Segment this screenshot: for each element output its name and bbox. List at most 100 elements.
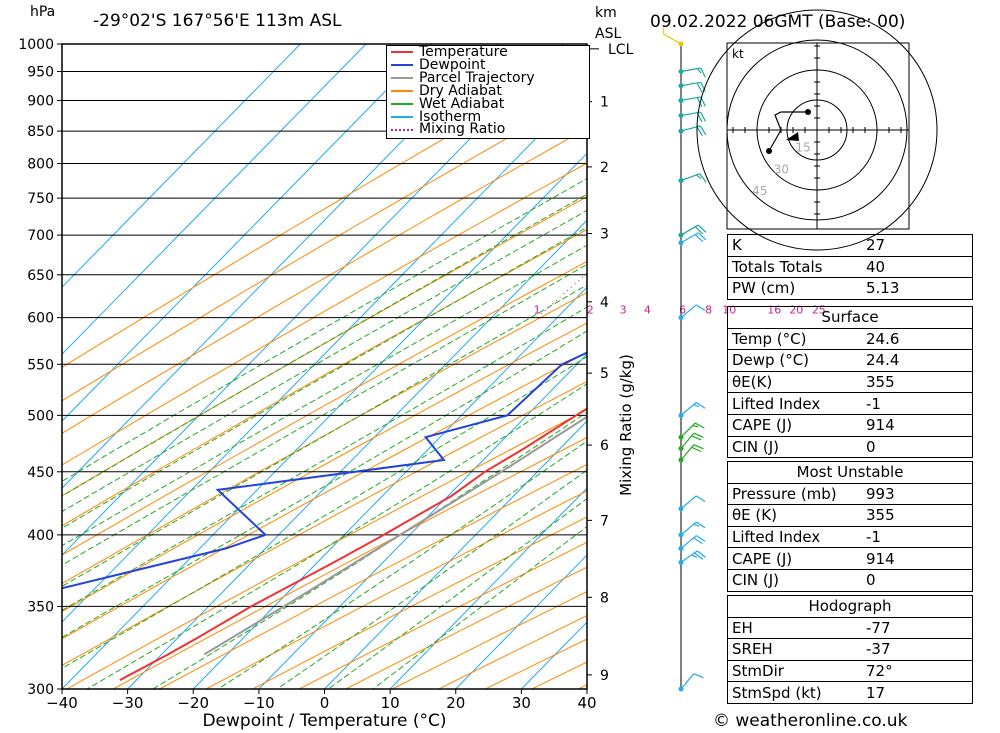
pressure-tick-label: 300 bbox=[27, 682, 54, 698]
wind-barb bbox=[662, 28, 684, 47]
index-row: Lifted Index -1 bbox=[727, 525, 973, 549]
temperature-tick-label: −40 bbox=[46, 694, 78, 712]
wind-barb-flag bbox=[700, 67, 706, 78]
legend-label: Wet Adiabat bbox=[419, 95, 505, 112]
legend-swatch bbox=[391, 64, 413, 67]
wet-adiabat-line bbox=[62, 356, 587, 669]
height-tick-label: 8 bbox=[600, 590, 609, 606]
index-table-hodograph: Hodograph EH -77 SREH -37 StmDir 72° StmSpd (k… bbox=[727, 595, 973, 704]
index-row: SREH -37 bbox=[727, 638, 973, 661]
wind-barb-flag bbox=[691, 435, 702, 441]
pressure-tick-label: 400 bbox=[27, 528, 54, 544]
wind-barb-flag bbox=[691, 554, 698, 558]
index-label: Pressure (mb) bbox=[727, 482, 862, 506]
hodograph-ring-label: 45 bbox=[752, 184, 767, 198]
pressure-tick-label: 850 bbox=[27, 124, 54, 140]
index-value: 355 bbox=[862, 370, 973, 394]
surface-title: Surface bbox=[727, 306, 973, 329]
height-tick-label: 5 bbox=[600, 366, 609, 382]
mixing-ratio-label: 3 bbox=[620, 304, 627, 317]
hodograph-ring-label: 15 bbox=[795, 141, 810, 155]
legend-item: Temperature bbox=[387, 45, 589, 59]
dry-adiabat-line bbox=[205, 490, 587, 689]
index-table-top: K 27 Totals Totals 40 PW (cm) 5.13 bbox=[727, 234, 973, 300]
wind-barb bbox=[678, 401, 706, 418]
legend-swatch bbox=[391, 115, 413, 118]
wind-barb-flag bbox=[693, 404, 700, 408]
index-row: CAPE (J) 914 bbox=[727, 547, 973, 570]
legend-swatch bbox=[391, 90, 413, 93]
index-value: 72° bbox=[862, 659, 973, 683]
pressure-tick-label: 550 bbox=[27, 357, 54, 373]
index-label: PW (cm) bbox=[727, 277, 862, 300]
wet-adiabat-line bbox=[62, 284, 587, 587]
legend-swatch bbox=[391, 128, 413, 131]
isotherm-line bbox=[62, 152, 587, 689]
wind-barb-shaft bbox=[680, 495, 697, 510]
wind-barb-flag bbox=[695, 535, 706, 542]
hodograph-unit-label: kt bbox=[732, 47, 744, 61]
temperature-profile bbox=[119, 407, 587, 681]
index-value: 24.4 bbox=[862, 349, 973, 372]
index-value: 40 bbox=[862, 255, 973, 279]
temperature-tick-label: −20 bbox=[177, 694, 209, 712]
wind-barb-flag bbox=[697, 232, 707, 241]
legend-item: Dry Adiabat bbox=[387, 84, 589, 98]
wind-barb bbox=[678, 495, 706, 512]
storm-motion-arrow bbox=[786, 132, 799, 141]
wind-barb-flag bbox=[696, 174, 702, 180]
index-table-surface: Surface Temp (°C) 24.6 Dewp (°C) 24.4 θE(K) 3… bbox=[727, 306, 973, 459]
pressure-tick-label: 950 bbox=[27, 64, 54, 80]
pressure-tick-label: 900 bbox=[27, 93, 54, 109]
wet-adiabat-line bbox=[62, 244, 587, 547]
index-label: SREH bbox=[727, 638, 862, 661]
wind-barb-flag bbox=[691, 446, 702, 453]
mixing-ratio-label: 2 bbox=[587, 304, 594, 317]
isotherm-line bbox=[62, 44, 498, 489]
legend-label: Isotherm bbox=[419, 108, 482, 125]
index-label: CIN (J) bbox=[727, 435, 862, 459]
index-row: CIN (J) 0 bbox=[727, 568, 973, 592]
index-row: K 27 bbox=[727, 234, 973, 257]
index-row: Pressure (mb) 993 bbox=[727, 482, 973, 506]
pressure-tick-label: 800 bbox=[27, 157, 54, 173]
wind-barb-flag bbox=[695, 304, 706, 312]
dry-adiabat-line bbox=[112, 436, 587, 689]
wet-adiabat-line bbox=[86, 383, 587, 689]
legend-swatch bbox=[391, 103, 413, 106]
index-label: EH bbox=[727, 616, 862, 640]
wind-barb bbox=[678, 232, 707, 246]
wind-barb-flag bbox=[693, 523, 700, 527]
wind-barb-flag bbox=[700, 82, 706, 92]
temperature-tick-label: −30 bbox=[112, 694, 144, 712]
legend-item: Dewpoint bbox=[387, 58, 589, 72]
legend-item: Wet Adiabat bbox=[387, 95, 589, 112]
lcl-label: LCL bbox=[608, 42, 634, 58]
temperature-tick-label: 30 bbox=[512, 694, 531, 712]
wind-barb bbox=[678, 81, 706, 93]
wind-barb-flag bbox=[699, 125, 707, 136]
index-row: θE(K) 355 bbox=[727, 370, 973, 394]
isotherm-line bbox=[389, 487, 587, 689]
index-value: 914 bbox=[862, 413, 973, 437]
hodograph-point bbox=[766, 148, 772, 154]
index-label: θE (K) bbox=[727, 504, 862, 527]
dry-adiabat-line bbox=[159, 463, 587, 689]
wind-barb-flag bbox=[697, 550, 706, 558]
dry-adiabat-line bbox=[62, 351, 587, 640]
location-title: -29°02'S 167°56'E 113m ASL bbox=[93, 11, 342, 31]
wind-barb-flag bbox=[694, 552, 704, 560]
index-label: CAPE (J) bbox=[727, 413, 862, 437]
index-table-most-unstable: Most Unstable Pressure (mb) 993 θE (K) 355 L… bbox=[727, 461, 973, 592]
isotherm-line bbox=[324, 420, 587, 689]
isotherm-line bbox=[62, 44, 301, 288]
index-label: CIN (J) bbox=[727, 568, 862, 592]
index-label: Temp (°C) bbox=[727, 327, 862, 351]
index-value: -37 bbox=[862, 638, 973, 661]
isotherm-line bbox=[62, 44, 367, 355]
height-tick-label: 6 bbox=[600, 438, 609, 454]
pressure-tick-label: 500 bbox=[27, 408, 54, 424]
legend-swatch bbox=[391, 51, 413, 54]
dry-adiabat-line bbox=[62, 322, 587, 613]
wind-barb-flag bbox=[693, 673, 704, 679]
